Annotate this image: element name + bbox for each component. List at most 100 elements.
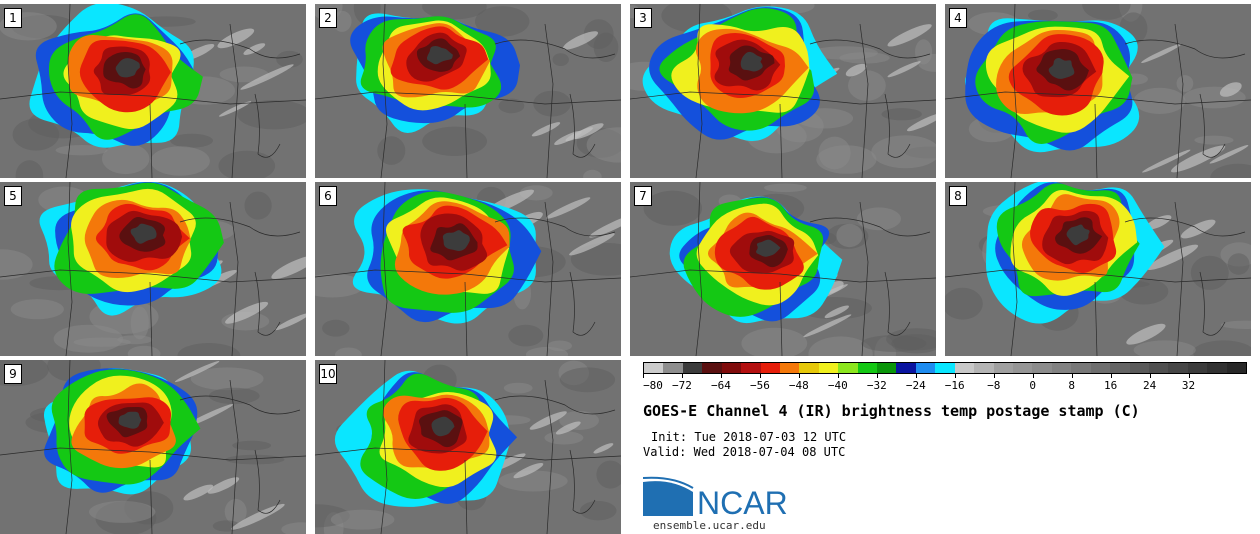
- colorbar-tick: [1149, 374, 1151, 378]
- colorbar-swatch: [954, 363, 975, 373]
- colorbar-tick-label: −80: [643, 379, 663, 392]
- state-border: [179, 217, 301, 237]
- panel-number: 4: [949, 8, 967, 28]
- cloud-texture: [422, 126, 487, 156]
- cloud-texture: [1190, 255, 1229, 290]
- cloud-texture: [170, 133, 214, 148]
- map-panel-7: 7: [630, 182, 936, 356]
- colorbar-swatch: [1090, 363, 1111, 373]
- ir-satellite-image: [0, 4, 306, 178]
- map-panel-4: 4: [945, 4, 1251, 178]
- storm-contour: [1048, 57, 1075, 79]
- storm-contour: [118, 411, 142, 429]
- colorbar-swatch: [1032, 363, 1052, 373]
- cloud-texture: [1210, 163, 1251, 178]
- state-border: [380, 4, 388, 178]
- cirrus-streak: [803, 314, 852, 338]
- state-border: [544, 23, 554, 178]
- cloud-texture: [508, 324, 544, 347]
- cloud-texture: [335, 347, 362, 356]
- cirrus-streak: [240, 64, 294, 90]
- panel-number: 7: [634, 186, 652, 206]
- cloud-texture: [0, 249, 33, 280]
- state-border: [65, 4, 73, 178]
- colorbar-swatch: [1051, 363, 1072, 373]
- state-border: [1124, 217, 1246, 237]
- colorbar-swatch: [760, 363, 780, 373]
- state-border: [1174, 201, 1184, 356]
- state-border: [149, 103, 153, 178]
- colorbar-tick: [1188, 374, 1190, 378]
- colorbar-tick: [915, 374, 917, 378]
- colorbar-tick-label: −8: [987, 379, 1001, 392]
- cloud-texture: [871, 135, 936, 169]
- site-url: ensemble.ucar.edu: [653, 519, 766, 532]
- colorbar-swatch: [644, 363, 664, 373]
- panel-number: 6: [319, 186, 337, 206]
- cirrus-streak: [589, 214, 621, 238]
- cirrus-streak: [225, 301, 269, 324]
- cloud-texture: [945, 287, 983, 320]
- colorbar-swatch: [915, 363, 936, 373]
- map-panel-2: 2: [315, 4, 621, 178]
- cloud-texture: [856, 207, 901, 231]
- state-border: [544, 201, 554, 356]
- cloud-texture: [586, 127, 621, 163]
- cloud-texture: [891, 334, 936, 354]
- colorbar-swatch: [702, 363, 722, 373]
- cirrus-streak: [529, 411, 567, 430]
- cirrus-streak: [243, 43, 266, 55]
- colorbar-tick: [798, 374, 800, 378]
- cloud-texture: [224, 498, 247, 525]
- state-border: [630, 269, 936, 283]
- state-border: [380, 360, 388, 534]
- ir-satellite-image: [315, 360, 621, 534]
- state-border: [544, 379, 554, 534]
- state-border: [315, 269, 621, 283]
- state-border: [630, 91, 936, 105]
- state-border: [1010, 182, 1018, 356]
- map-panel-5: 5: [0, 182, 306, 356]
- state-border: [1199, 93, 1226, 158]
- cloud-texture: [498, 98, 525, 114]
- cirrus-streak: [845, 63, 867, 77]
- colorbar-tick-label: −24: [905, 379, 926, 392]
- cirrus-streak: [531, 122, 561, 137]
- cloud-texture: [498, 470, 568, 492]
- storm-contour: [442, 230, 470, 251]
- state-border: [315, 91, 621, 105]
- panel-number: 3: [634, 8, 652, 28]
- colorbar-swatch: [1071, 363, 1091, 373]
- cloud-texture: [1082, 4, 1131, 20]
- cloud-texture: [836, 223, 863, 248]
- cloud-texture: [503, 382, 533, 394]
- cirrus-streak: [546, 197, 591, 219]
- state-border: [65, 360, 73, 534]
- state-border: [884, 93, 911, 158]
- colorbar-swatch: [877, 363, 897, 373]
- state-border: [569, 93, 596, 158]
- cirrus-streak: [274, 313, 306, 331]
- cloud-texture: [579, 501, 617, 521]
- colorbar-tick-label: −16: [944, 379, 965, 392]
- cirrus-streak: [513, 462, 544, 479]
- cirrus-streak: [1171, 145, 1226, 173]
- cloud-texture: [89, 500, 156, 523]
- map-panel-9: 9: [0, 360, 306, 534]
- colorbar-tick-label: 8: [1068, 379, 1075, 392]
- cloud-texture: [209, 387, 260, 405]
- cloud-texture: [15, 160, 44, 178]
- cloud-texture: [330, 509, 395, 530]
- state-border: [1094, 281, 1098, 356]
- colorbar-swatch: [799, 363, 819, 373]
- cloud-texture: [596, 460, 621, 489]
- cirrus-streak: [231, 503, 285, 530]
- colorbar-swatch: [1168, 363, 1188, 373]
- cloud-texture: [475, 6, 530, 37]
- colorbar-tick-label: −40: [827, 379, 848, 392]
- cloud-texture: [881, 108, 922, 121]
- colorbar-swatch: [993, 363, 1014, 373]
- cloud-texture: [552, 53, 569, 66]
- colorbar-tick: [837, 374, 839, 378]
- state-border: [695, 4, 703, 178]
